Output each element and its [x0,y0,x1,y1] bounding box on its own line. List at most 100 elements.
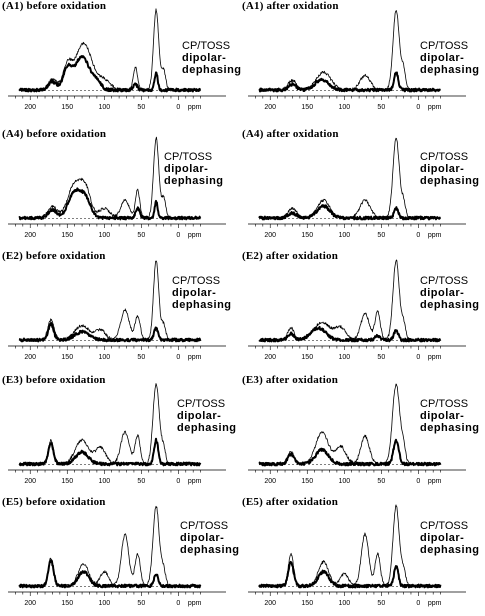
x-axis-unit: ppm [428,354,442,361]
legend-cp-toss: CP/TOSS [180,520,229,532]
dipolar-dephasing-spectrum [18,55,201,93]
x-axis-unit: ppm [188,600,202,607]
x-axis-unit: ppm [188,478,202,485]
dipolar-dephasing-spectrum [258,560,442,589]
cp-toss-spectrum [258,504,441,588]
spectrum-legend: CP/TOSS dipolar-dephasing [182,40,242,76]
dipolar-dephasing-spectrum [18,187,202,221]
legend-dipolar-dephasing: dipolar- [164,163,209,175]
x-tick-label: 0 [416,354,420,361]
dipolar-dephasing-spectrum [258,204,441,221]
legend-dipolar-dephasing: dephasing [172,299,232,311]
legend-cp-toss: CP/TOSS [420,398,469,410]
x-tick-label: 50 [137,232,145,239]
legend-cp-toss: CP/TOSS [177,398,226,410]
x-tick-label: 100 [98,354,110,361]
cp-toss-spectrum [258,259,441,342]
spectrum-legend: CP/TOSS dipolar-dephasing [180,520,240,556]
spectrum-legend: CP/TOSS dipolar-dephasing [172,275,232,311]
nmr-panel: (A1) before oxidation 200 150 100 50 0 ppm CP/T… [2,0,242,120]
legend-dipolar-dephasing: dephasing [164,175,224,187]
x-tick-label: 100 [338,104,350,111]
legend-dipolar-dephasing: dephasing [420,64,480,76]
x-tick-label: 50 [377,600,385,607]
panel-title: (E5) after oxidation [242,496,339,508]
x-tick-label: 50 [377,232,385,239]
x-tick-label: 50 [377,478,385,485]
dipolar-dephasing-spectrum [18,321,202,343]
cp-toss-spectrum [18,383,201,466]
x-tick-label: 50 [137,600,145,607]
legend-dipolar-dephasing: dephasing [420,544,480,556]
x-tick-label: 0 [416,232,420,239]
x-tick-label: 150 [301,478,313,485]
legend-dipolar-dephasing: dipolar- [420,287,465,299]
legend-cp-toss: CP/TOSS [420,275,469,287]
panel-title: (E3) after oxidation [242,374,339,386]
x-axis-unit: ppm [188,104,202,111]
dipolar-dephasing-spectrum [258,325,442,343]
x-tick-label: 0 [416,600,420,607]
legend-dipolar-dephasing: dipolar- [177,410,222,422]
x-tick-label: 0 [176,232,180,239]
legend-dipolar-dephasing: dephasing [420,422,480,434]
x-tick-label: 0 [416,478,420,485]
x-tick-label: 100 [98,104,110,111]
x-axis-unit: ppm [188,354,202,361]
x-tick-label: 100 [98,600,110,607]
x-tick-label: 50 [137,354,145,361]
cp-toss-spectrum [258,383,441,466]
nmr-panel: (A4) after oxidation 200 150 100 50 0 ppm CP/TO… [242,128,482,248]
legend-cp-toss: CP/TOSS [420,520,469,532]
x-tick-label: 150 [301,104,313,111]
nmr-panel: (A1) after oxidation 200 150 100 50 0 ppm CP/TO… [242,0,482,120]
legend-dipolar-dephasing: dipolar- [420,163,465,175]
x-tick-label: 200 [24,354,36,361]
panel-title: (E2) after oxidation [242,250,339,262]
spectrum-legend: CP/TOSS dipolar-dephasing [420,275,480,311]
x-tick-label: 50 [137,478,145,485]
legend-dipolar-dephasing: dipolar- [420,532,465,544]
nmr-panel: (E2) after oxidation 200 150 100 50 0 ppm CP/TO… [242,250,482,370]
x-tick-label: 150 [61,600,73,607]
cp-toss-spectrum [18,505,201,588]
panel-title: (E2) before oxidation [2,250,106,262]
dipolar-dephasing-spectrum [18,437,202,467]
x-tick-label: 0 [176,104,180,111]
nmr-panel: (E3) before oxidation 200 150 100 50 0 ppm CP/T… [2,374,242,494]
x-tick-label: 200 [24,232,36,239]
legend-dipolar-dephasing: dipolar- [172,287,217,299]
spectrum-plot: 200 150 100 50 0 ppm [248,504,466,607]
x-tick-label: 150 [61,354,73,361]
x-tick-label: 100 [98,232,110,239]
spectrum-plot: 200 150 100 50 0 ppm [8,505,226,607]
panel-title: (A1) after oxidation [242,0,339,12]
x-tick-label: 0 [416,104,420,111]
spectrum-plot: 200 150 100 50 0 ppm [248,383,466,485]
x-tick-label: 200 [24,600,36,607]
legend-dipolar-dephasing: dipolar- [182,52,227,64]
spectrum-legend: CP/TOSS dipolar-dephasing [420,398,480,434]
dipolar-dephasing-spectrum [258,438,442,467]
legend-cp-toss: CP/TOSS [164,151,213,163]
spectrum-plot: 200 150 100 50 0 ppm [8,136,226,239]
spectrum-plot: 200 150 100 50 0 ppm [248,259,466,361]
x-axis-unit: ppm [428,600,442,607]
legend-dipolar-dephasing: dipolar- [180,532,225,544]
x-tick-label: 150 [61,104,73,111]
x-axis-unit: ppm [428,232,442,239]
x-axis-unit: ppm [428,478,442,485]
x-tick-label: 150 [301,232,313,239]
x-tick-label: 150 [301,600,313,607]
x-tick-label: 0 [176,354,180,361]
x-tick-label: 200 [264,478,276,485]
x-tick-label: 100 [338,478,350,485]
legend-cp-toss: CP/TOSS [172,275,221,287]
spectrum-legend: CP/TOSS dipolar-dephasing [420,151,480,187]
x-tick-label: 200 [24,478,36,485]
nmr-panel: (E5) after oxidation 200 150 100 50 0 ppm CP/TO… [242,496,482,616]
x-tick-label: 150 [61,478,73,485]
x-tick-label: 200 [264,104,276,111]
nmr-panel: (E3) after oxidation 200 150 100 50 0 ppm CP/TO… [242,374,482,494]
x-tick-label: 0 [176,600,180,607]
